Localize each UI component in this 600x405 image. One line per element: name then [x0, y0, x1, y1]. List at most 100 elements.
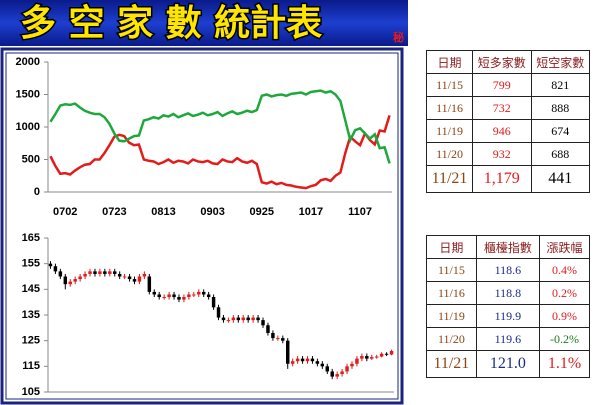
table-row: 11/16 118.8 0.2% — [426, 281, 590, 305]
candle-body — [241, 317, 245, 321]
x-tick-label: 1107 — [348, 206, 372, 218]
line-series — [49, 89, 391, 164]
header-cell: 漲跌幅 — [539, 235, 590, 259]
candle-body — [63, 276, 68, 285]
candle-body — [389, 350, 394, 355]
candle-body — [103, 271, 107, 274]
table-cell: 0.9% — [539, 304, 590, 328]
candle-body — [216, 307, 221, 318]
candle-body — [73, 279, 77, 282]
candle-body — [335, 374, 339, 377]
table-row: 11/19 946 674 — [425, 119, 590, 143]
table-cell: 1.1% — [539, 350, 590, 378]
candle-body — [162, 297, 166, 299]
candle-body — [315, 361, 320, 364]
candle-body — [266, 325, 270, 333]
candle-body — [211, 297, 216, 308]
candle-body — [152, 291, 157, 295]
table-cell: 11/15 — [425, 73, 474, 97]
y-tick-label: 115 — [22, 360, 40, 372]
x-tick-label: 0925 — [250, 206, 274, 218]
x-tick-label: 1017 — [299, 206, 323, 218]
candle-body — [108, 271, 112, 274]
table-row: 11/20 932 688 — [425, 142, 590, 166]
table-cell: 118.8 — [475, 281, 541, 305]
table-row: 11/21 121.0 1.1% — [426, 350, 590, 378]
candle-body — [345, 366, 349, 372]
candle-body — [68, 281, 72, 285]
candle-body — [384, 353, 389, 355]
header-cell: 日期 — [426, 235, 477, 259]
y-tick-label: 125 — [22, 335, 40, 347]
candle-body — [350, 363, 354, 367]
y-tick-label: 1000 — [16, 121, 40, 133]
candle-body — [285, 340, 290, 364]
y-tick-label: 1500 — [16, 88, 40, 100]
y-tick-label: 135 — [22, 309, 40, 321]
candle-body — [93, 271, 97, 274]
table-cell: 11/19 — [426, 304, 477, 328]
candle-body — [112, 271, 117, 274]
y-tick-label: 2000 — [16, 56, 40, 68]
candle-body — [167, 294, 171, 298]
table-cell: 688 — [530, 142, 590, 166]
table-cell: 11/20 — [425, 142, 474, 166]
candle-body — [78, 276, 82, 280]
table-cell: 119.9 — [475, 304, 541, 328]
y-tick-label: 105 — [22, 386, 40, 398]
table-row: 11/16 732 888 — [425, 96, 590, 120]
chart-panel — [0, 47, 404, 405]
table-cell: 821 — [530, 73, 590, 97]
data-table: 日期 櫃檯指數 漲跌幅 11/15 118.6 0.4% 11/16 118.8 0.2% 11/… — [426, 235, 590, 378]
table-cell: 119.6 — [475, 327, 541, 351]
candle-body — [295, 358, 300, 362]
table-cell: 732 — [472, 96, 532, 120]
candle-body — [201, 291, 206, 295]
table-cell: 11/21 — [426, 350, 477, 378]
table-row: 11/19 119.9 0.9% — [426, 304, 590, 328]
candle-body — [88, 271, 92, 274]
x-tick-label: 0723 — [102, 206, 126, 218]
candle-body — [251, 317, 255, 321]
banner-badge: 秘 — [393, 30, 404, 44]
table-cell: 11/15 — [426, 258, 477, 282]
candle-body — [320, 363, 325, 367]
table-cell: 441 — [530, 165, 590, 193]
candle-body — [83, 273, 87, 277]
table-cell: 11/16 — [425, 96, 474, 120]
candle-body — [132, 279, 137, 282]
candle-body — [276, 338, 280, 340]
candle-body — [325, 366, 330, 372]
candle-body — [122, 276, 127, 278]
candle-body — [340, 371, 344, 375]
candle-body — [147, 276, 152, 292]
banner — [0, 0, 408, 46]
candle-body — [182, 297, 186, 300]
x-tick-label: 0813 — [151, 206, 175, 218]
candle-body — [221, 317, 226, 321]
candle-body — [330, 371, 334, 377]
candle-body — [379, 353, 384, 357]
table-cell: 11/20 — [426, 327, 477, 351]
table-cell: -0.2% — [539, 327, 590, 351]
y-tick-label: 155 — [22, 258, 40, 270]
header-row: 日期 櫃檯指數 漲跌幅 — [426, 235, 590, 259]
table-row: 11/15 799 821 — [425, 73, 590, 97]
candle-body — [246, 317, 250, 321]
table-cell: 0.2% — [539, 281, 590, 305]
header-row: 日期 短多家數 短空家數 — [425, 50, 590, 74]
candle-body — [117, 273, 122, 277]
candle-body — [271, 332, 275, 339]
x-tick-label: 0702 — [53, 206, 77, 218]
line-series — [49, 114, 391, 190]
candle-body — [305, 358, 310, 362]
x-tick-label: 0903 — [200, 206, 224, 218]
candle-body — [281, 338, 285, 341]
candle-body — [53, 266, 58, 272]
table-cell: 888 — [530, 96, 590, 120]
candle-body — [236, 317, 241, 321]
table-row: 11/20 119.6 -0.2% — [426, 327, 590, 351]
candle-body — [177, 297, 181, 300]
